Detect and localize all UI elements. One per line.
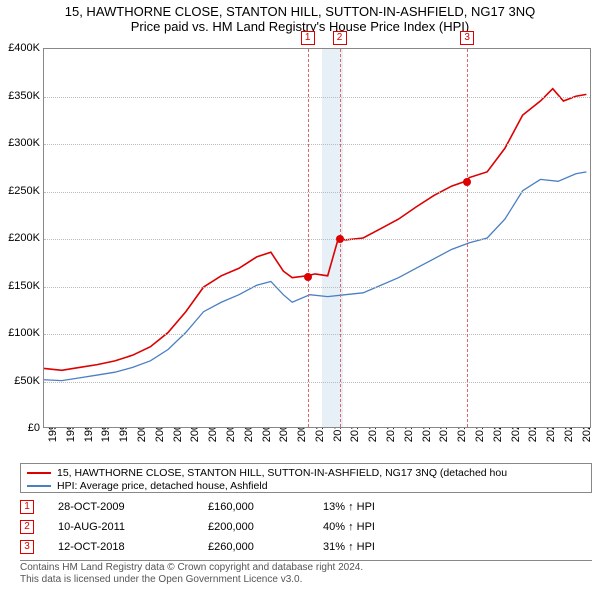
series-hpi	[44, 172, 586, 381]
title-address: 15, HAWTHORNE CLOSE, STANTON HILL, SUTTO…	[10, 4, 590, 19]
sale-point	[463, 178, 471, 186]
sales-row-diff: 13% ↑ HPI	[323, 501, 433, 513]
sales-row: 3 12-OCT-2018£260,00031% ↑ HPI	[20, 537, 592, 557]
gridline	[44, 239, 590, 240]
sales-row-marker: 1	[20, 500, 34, 514]
sales-row-price: £260,000	[208, 541, 323, 553]
ytick-label: £200K	[8, 232, 40, 244]
legend-swatch	[27, 485, 51, 487]
ytick-label: £250K	[8, 185, 40, 197]
chart-container: 15, HAWTHORNE CLOSE, STANTON HILL, SUTTO…	[0, 0, 600, 590]
sales-row: 2 10-AUG-2011£200,00040% ↑ HPI	[20, 517, 592, 537]
sale-marker-line	[308, 49, 309, 427]
footer-line1: Contains HM Land Registry data © Crown c…	[20, 562, 592, 574]
sales-row-marker: 2	[20, 520, 34, 534]
ytick-label: £150K	[8, 280, 40, 292]
plot-area: 123	[43, 48, 591, 428]
sales-row-date: 12-OCT-2018	[58, 541, 208, 553]
legend: 15, HAWTHORNE CLOSE, STANTON HILL, SUTTO…	[20, 463, 592, 493]
legend-label: HPI: Average price, detached house, Ashf…	[57, 480, 268, 492]
sales-row-marker: 3	[20, 540, 34, 554]
legend-item: HPI: Average price, detached house, Ashf…	[27, 479, 585, 492]
attribution-footer: Contains HM Land Registry data © Crown c…	[20, 560, 592, 586]
legend-item: 15, HAWTHORNE CLOSE, STANTON HILL, SUTTO…	[27, 466, 585, 479]
ytick-label: £350K	[8, 90, 40, 102]
gridline	[44, 287, 590, 288]
ytick-label: £50K	[14, 375, 40, 387]
sales-row-date: 10-AUG-2011	[58, 521, 208, 533]
gridline	[44, 144, 590, 145]
sale-marker-box: 1	[301, 31, 315, 45]
gridline	[44, 334, 590, 335]
sales-row-date: 28-OCT-2009	[58, 501, 208, 513]
ytick-label: £100K	[8, 327, 40, 339]
sales-row-price: £160,000	[208, 501, 323, 513]
legend-swatch	[27, 472, 51, 474]
legend-label: 15, HAWTHORNE CLOSE, STANTON HILL, SUTTO…	[57, 467, 507, 479]
footer-line2: This data is licensed under the Open Gov…	[20, 574, 592, 586]
gridline	[44, 382, 590, 383]
line-series-svg	[44, 49, 590, 427]
sales-row-diff: 40% ↑ HPI	[323, 521, 433, 533]
sale-point	[304, 273, 312, 281]
sales-row: 1 28-OCT-2009£160,00013% ↑ HPI	[20, 497, 592, 517]
ytick-label: £400K	[8, 42, 40, 54]
sales-table: 1 28-OCT-2009£160,00013% ↑ HPI 2 10-AUG-201…	[20, 497, 592, 557]
sales-row-price: £200,000	[208, 521, 323, 533]
sale-marker-box: 3	[460, 31, 474, 45]
gridline	[44, 97, 590, 98]
ytick-label: £0	[28, 422, 40, 434]
sale-marker-box: 2	[333, 31, 347, 45]
sales-row-diff: 31% ↑ HPI	[323, 541, 433, 553]
sale-marker-line	[467, 49, 468, 427]
ytick-label: £300K	[8, 137, 40, 149]
gridline	[44, 192, 590, 193]
sale-point	[336, 235, 344, 243]
series-subject	[44, 89, 586, 371]
